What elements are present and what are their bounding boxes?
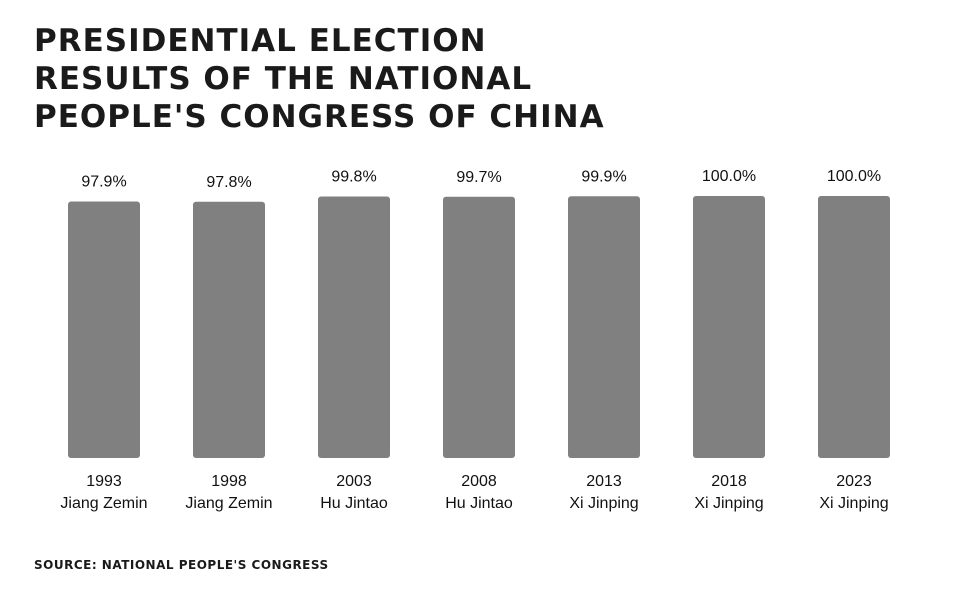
x-label-name-1998: Jiang Zemin xyxy=(185,495,272,512)
value-label-2003: 99.8% xyxy=(331,169,376,186)
bar-2013 xyxy=(568,196,640,458)
x-label-name-2003: Hu Jintao xyxy=(320,495,388,512)
x-label-year-2023: 2023 xyxy=(836,473,872,490)
value-label-1993: 97.9% xyxy=(81,174,126,191)
bar-group xyxy=(68,196,890,459)
value-label-2013: 99.9% xyxy=(581,168,626,185)
bar-1993 xyxy=(68,201,140,458)
value-label-2008: 99.7% xyxy=(456,169,501,186)
x-label-year-2013: 2013 xyxy=(586,473,622,490)
value-label-2023: 100.0% xyxy=(827,168,881,185)
value-label-1998: 97.8% xyxy=(206,174,251,191)
bar-2018 xyxy=(693,196,765,458)
x-label-group: 1993 Jiang Zemin 1998 Jiang Zemin 2003 Hu Jin… xyxy=(60,473,888,512)
x-label-name-2013: Xi Jinping xyxy=(569,495,638,512)
bar-1998 xyxy=(193,201,265,458)
x-label-name-2018: Xi Jinping xyxy=(694,495,763,512)
bar-2008 xyxy=(443,196,515,458)
source-note: SOURCE: NATIONAL PEOPLE'S CONGRESS xyxy=(34,558,329,572)
x-label-name-2023: Xi Jinping xyxy=(819,495,888,512)
x-label-year-2018: 2018 xyxy=(711,473,747,490)
chart-title: Presidential election results of the Nat… xyxy=(34,23,605,135)
bar-2003 xyxy=(318,196,390,459)
value-label-2018: 100.0% xyxy=(702,168,756,185)
bar-2023 xyxy=(818,196,890,458)
x-label-name-1993: Jiang Zemin xyxy=(60,495,147,512)
value-label-group: 97.9% 97.8% 99.8% 99.7% 99.9% 100.0% 100.0% xyxy=(81,168,881,191)
x-label-year-2003: 2003 xyxy=(336,473,372,490)
x-label-year-1993: 1993 xyxy=(86,473,122,490)
x-label-year-2008: 2008 xyxy=(461,473,497,490)
x-label-name-2008: Hu Jintao xyxy=(445,495,513,512)
x-label-year-1998: 1998 xyxy=(211,473,247,490)
